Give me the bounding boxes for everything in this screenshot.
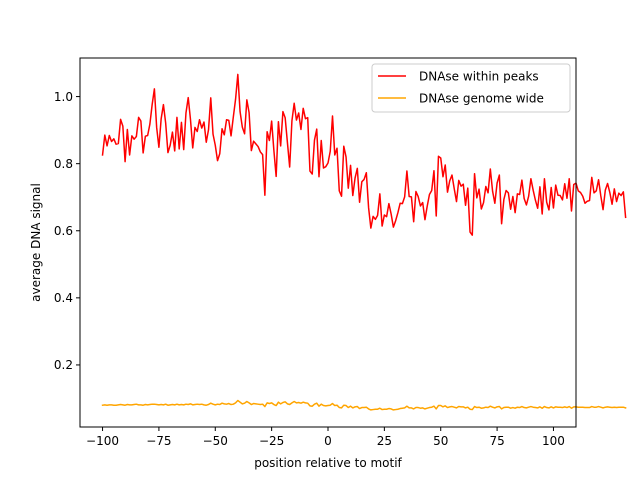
x-tick-label: −75 (146, 434, 171, 448)
y-tick-label: 0.8 (54, 157, 73, 171)
legend-label-2: DNAse genome wide (419, 91, 544, 105)
y-tick-label: 1.0 (54, 90, 73, 104)
x-axis: −100 −75 −50 −25 0 25 50 75 100 (86, 427, 565, 448)
x-tick-label: 75 (489, 434, 504, 448)
x-tick-label: −25 (259, 434, 284, 448)
y-tick-label: 0.2 (54, 358, 73, 372)
legend-label-1: DNAse within peaks (419, 69, 539, 83)
series-line-2 (101, 399, 627, 411)
x-tick-label: 100 (542, 434, 565, 448)
legend-frame (371, 63, 571, 113)
legend: DNAse within peaks DNAse genome wide (371, 63, 571, 113)
x-tick-label: −50 (203, 434, 228, 448)
x-tick-label: −100 (86, 434, 119, 448)
y-axis: 0.2 0.4 0.6 0.8 1.0 (54, 90, 80, 372)
y-tick-label: 0.6 (54, 224, 73, 238)
x-tick-label: 50 (433, 434, 448, 448)
y-axis-label: average DNA signal (29, 183, 43, 302)
series-layer (101, 73, 627, 411)
x-tick-label: 0 (324, 434, 332, 448)
y-tick-label: 0.4 (54, 291, 73, 305)
x-tick-label: 25 (377, 434, 392, 448)
series-line-1 (101, 73, 627, 236)
x-axis-label: position relative to motif (254, 456, 402, 470)
